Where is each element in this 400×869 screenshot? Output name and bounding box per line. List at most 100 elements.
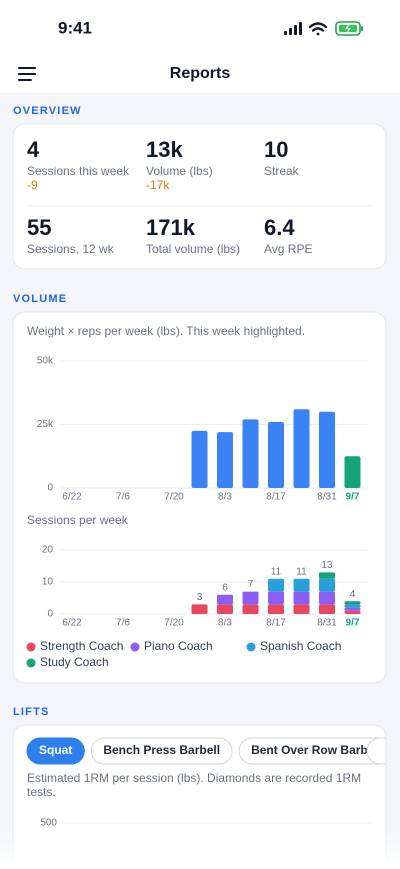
bar-segment (319, 572, 335, 579)
stat-delta: -9 (27, 178, 38, 192)
bar (293, 409, 310, 488)
total-label: 11 (296, 566, 307, 577)
y-tick-label: 0 (47, 609, 53, 620)
chart-title: Sessions per week (27, 513, 129, 527)
total-label: 4 (350, 589, 356, 600)
bar-segment (242, 604, 259, 614)
bar-segment (268, 591, 284, 605)
chip-label[interactable]: Squat (39, 743, 72, 757)
bar-segment (217, 604, 233, 614)
section-title: OVERVIEW (13, 105, 82, 117)
bar-segment (191, 604, 208, 614)
bar-segment (344, 601, 361, 605)
x-tick-label: 8/3 (218, 492, 232, 503)
legend-label: Strength Coach (40, 639, 123, 653)
total-label: 11 (271, 566, 282, 577)
stat-label: Total volume (lbs) (146, 242, 240, 256)
x-tick-label: 8/17 (266, 618, 286, 629)
bar-segment (293, 591, 310, 605)
chip-label[interactable]: Bent Over Row Barbell (251, 743, 381, 757)
bar (242, 419, 259, 488)
signal-icon (284, 22, 302, 35)
bar (217, 432, 233, 488)
x-tick-label: 9/7 (346, 492, 360, 503)
x-tick-label: 7/20 (164, 618, 184, 629)
chip-background (26, 737, 85, 765)
x-tick-label: 9/7 (346, 618, 360, 629)
legend-label: Piano Coach (144, 639, 213, 653)
bar (344, 456, 361, 488)
bar (268, 421, 284, 488)
bar-segment (319, 604, 335, 614)
total-label: 13 (321, 560, 333, 571)
overview-card (12, 123, 387, 270)
stat-label: Volume (lbs) (146, 164, 213, 178)
y-tick-label: 20 (42, 545, 54, 556)
chip[interactable]: Bent Over Row Barbell (238, 737, 393, 765)
y-tick-label: 50k (37, 356, 54, 367)
page-title: Reports (170, 65, 231, 82)
bar-segment (344, 610, 361, 614)
x-tick-label: 8/31 (317, 618, 337, 629)
bar-segment (319, 578, 335, 592)
stat-value: 55 (27, 215, 51, 240)
status-time: 9:41 (58, 18, 92, 37)
x-tick-label: 6/22 (62, 492, 82, 503)
bottom-fade (0, 828, 400, 869)
stat-delta: -17k (146, 178, 170, 192)
section-title: VOLUME (13, 293, 67, 305)
stat-value: 10 (264, 137, 288, 162)
top-bar (0, 0, 400, 93)
x-tick-label: 8/3 (218, 618, 232, 629)
stat-label: Streak (264, 164, 300, 178)
bar-segment (268, 578, 284, 592)
total-label: 3 (197, 592, 203, 603)
y-tick-label: 10 (42, 577, 54, 588)
legend-dot (26, 658, 36, 668)
x-tick-label: 8/31 (317, 492, 337, 503)
chip-background (238, 737, 385, 765)
stat-value: 13k (146, 137, 183, 162)
bar-segment (293, 578, 310, 592)
chart-note: Estimated 1RM per session (lbs). Diamond… (27, 771, 362, 799)
chip[interactable]: Squat (26, 737, 85, 765)
menu-button[interactable] (18, 67, 36, 81)
note-box: Estimated 1RM per session (lbs). Diamond… (27, 771, 362, 799)
battery-icon (335, 21, 363, 36)
wifi-icon (308, 22, 328, 36)
y-tick-label: 0 (47, 483, 53, 494)
bar-segment (242, 591, 259, 605)
x-tick-label: 7/6 (116, 492, 130, 503)
chip[interactable]: Bench Press Barbell (90, 737, 233, 765)
x-tick-label: 7/6 (116, 618, 130, 629)
x-tick-label: 8/17 (266, 492, 286, 503)
x-tick-label: 6/22 (62, 618, 82, 629)
chip-label[interactable]: Bench Press Barbell (103, 743, 220, 757)
chip[interactable] (366, 737, 400, 765)
bar (319, 411, 335, 488)
total-label: 6 (222, 582, 228, 593)
bar-segment (268, 604, 284, 614)
total-label: 7 (248, 579, 254, 590)
legend-dot (130, 642, 140, 652)
bar-segment (344, 607, 361, 611)
stat-value: 6.4 (264, 215, 295, 240)
bar-segment (293, 604, 310, 614)
stat-label: Sessions, 12 wk (27, 242, 115, 256)
stat-label: Avg RPE (264, 242, 312, 256)
volume-card (12, 311, 387, 684)
section-title: LIFTS (13, 706, 50, 718)
chart-subtitle: Weight × reps per week (lbs). This week … (27, 324, 305, 338)
y-tick-label: 500 (40, 818, 57, 829)
bar (191, 430, 208, 488)
x-tick-label: 7/20 (164, 492, 184, 503)
legend-dot (246, 642, 256, 652)
bar-segment (319, 591, 335, 605)
stat-value: 171k (146, 215, 196, 240)
bar-segment (344, 604, 361, 608)
legend-label: Study Coach (40, 655, 109, 669)
legend-dot (26, 642, 36, 652)
chip-background (90, 737, 233, 765)
